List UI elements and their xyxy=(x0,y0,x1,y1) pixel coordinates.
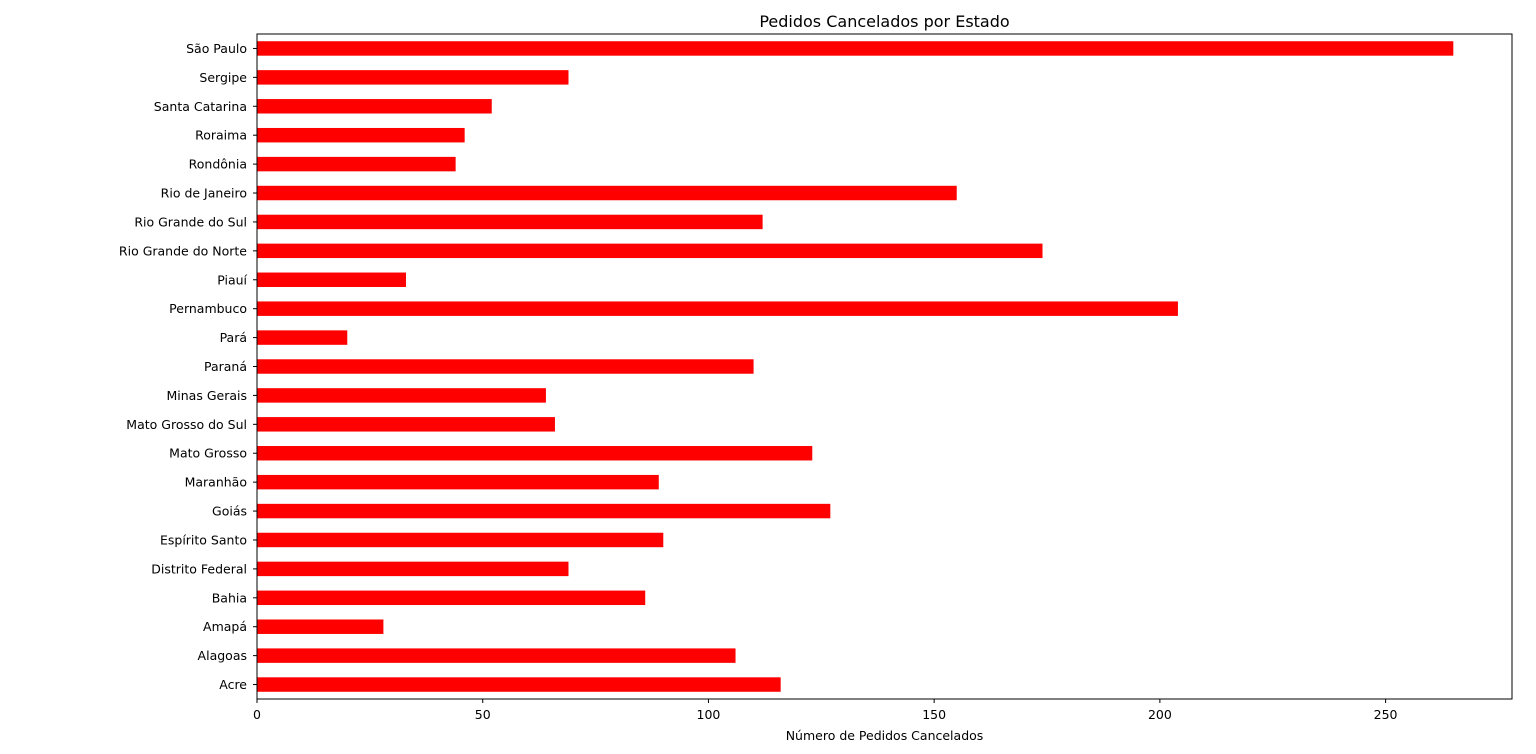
y-tick-label: Alagoas xyxy=(198,648,247,663)
y-tick-label: Rio Grande do Norte xyxy=(119,243,247,258)
bar-16 xyxy=(257,214,763,230)
y-tick-label: Minas Gerais xyxy=(167,388,248,403)
y-tick-label: Sergipe xyxy=(199,70,247,85)
y-tick-label: Paraná xyxy=(204,359,247,374)
y-tick-label: Maranhão xyxy=(185,475,247,490)
bar-21 xyxy=(257,70,569,85)
y-tick-label: Goiás xyxy=(212,504,247,519)
bar-13 xyxy=(257,301,1178,316)
bar-2 xyxy=(257,619,384,634)
y-tick-label: Bahia xyxy=(212,590,247,605)
bar-7 xyxy=(257,474,659,490)
bar-3 xyxy=(257,590,646,606)
bar-11 xyxy=(257,359,754,374)
chart-title: Pedidos Cancelados por Estado xyxy=(759,12,1009,31)
bars-group xyxy=(257,41,1454,692)
plot-frame xyxy=(256,33,1513,700)
y-tick-label: Rio Grande do Sul xyxy=(134,214,247,229)
y-tick-label: Espírito Santo xyxy=(160,532,247,547)
x-tick-label: 50 xyxy=(475,707,491,722)
y-tick-label: Santa Catarina xyxy=(154,99,247,114)
bar-0 xyxy=(257,677,781,692)
x-tick-label: 0 xyxy=(253,707,261,722)
y-tick-label: São Paulo xyxy=(186,41,247,56)
x-tick-label: 250 xyxy=(1374,707,1398,722)
y-tick-label: Mato Grosso do Sul xyxy=(126,417,247,432)
x-tick-label: 100 xyxy=(697,707,721,722)
bar-18 xyxy=(257,156,456,172)
y-tick-label: Rondônia xyxy=(189,157,247,172)
bar-10 xyxy=(257,388,546,403)
y-tick-label: Piauí xyxy=(217,272,247,287)
bar-1 xyxy=(257,648,736,663)
x-axis-label: Número de Pedidos Cancelados xyxy=(786,728,984,743)
bar-4 xyxy=(257,561,569,577)
y-tick-label: Roraima xyxy=(195,128,247,143)
bar-8 xyxy=(257,446,813,461)
x-axis-ticks: 0 50 100 150 200 250 xyxy=(253,699,1398,722)
bar-6 xyxy=(257,503,831,519)
x-tick-label: 150 xyxy=(922,707,946,722)
y-tick-label: Acre xyxy=(219,677,247,692)
y-tick-label: Amapá xyxy=(203,619,247,634)
bar-9 xyxy=(257,417,555,432)
bar-20 xyxy=(257,99,492,114)
bar-15 xyxy=(257,243,1043,259)
bar-19 xyxy=(257,127,465,143)
y-axis-ticks: Acre Alagoas Amapá Bahia Distrito Federal Esp… xyxy=(119,41,257,692)
bar-12 xyxy=(257,330,348,345)
bar-5 xyxy=(257,532,664,548)
y-tick-label: Pernambuco xyxy=(169,301,247,316)
y-tick-label: Rio de Janeiro xyxy=(161,186,247,201)
bar-14 xyxy=(257,272,406,287)
y-tick-label: Mato Grosso xyxy=(169,446,247,461)
y-tick-label: Distrito Federal xyxy=(151,561,247,576)
x-tick-label: 200 xyxy=(1148,707,1172,722)
bar-22 xyxy=(257,41,1454,56)
y-tick-label: Pará xyxy=(220,330,247,345)
bar-17 xyxy=(257,185,957,201)
